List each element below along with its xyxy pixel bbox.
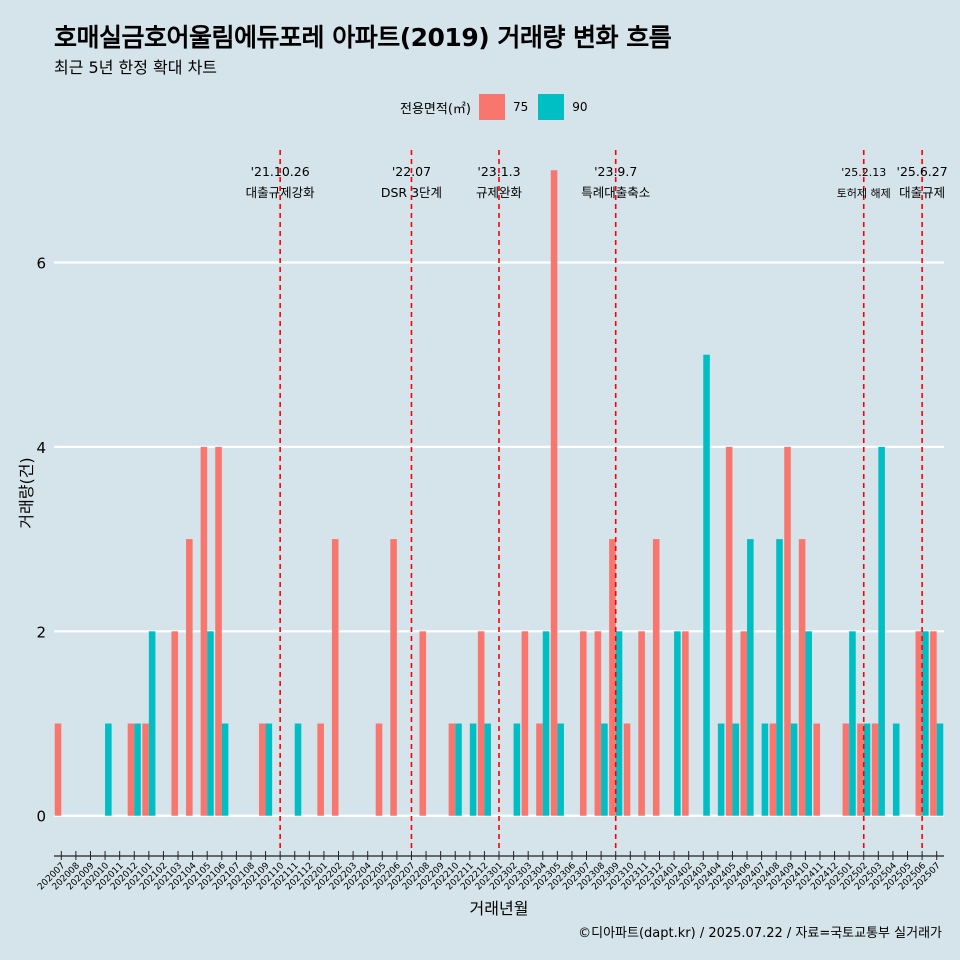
bar-90-202101 xyxy=(148,631,156,816)
event-date: '23.1.3 xyxy=(477,164,520,179)
bar-75-202405 xyxy=(725,446,733,816)
bar-75-202408 xyxy=(769,723,777,816)
event-date: '21.10.26 xyxy=(251,164,310,179)
bar-75-202506 xyxy=(915,631,923,816)
event-label: 대출규제 xyxy=(899,185,945,200)
bar-75-202202 xyxy=(331,539,339,816)
bar-90-202309 xyxy=(615,631,623,816)
bar-90-202010 xyxy=(105,723,112,816)
bar-75-202409 xyxy=(784,446,791,816)
event-label: 특례대출축소 xyxy=(581,185,650,200)
bar-90-202501 xyxy=(849,631,856,816)
bar-75-202303 xyxy=(521,631,529,816)
bar-75-202311 xyxy=(638,631,645,816)
bar-90-202305 xyxy=(557,723,564,816)
bar-75-202307 xyxy=(579,631,587,816)
bar-75-202101 xyxy=(142,723,149,816)
bar-75-202201 xyxy=(317,723,324,816)
bar-75-202308 xyxy=(594,631,602,816)
bar-75-202208 xyxy=(419,631,427,816)
event-label: 토허제 해제 xyxy=(837,186,891,200)
event-date: '22.07 xyxy=(392,164,431,179)
bar-90-202410 xyxy=(805,631,812,816)
event-label: 규제완화 xyxy=(476,185,523,200)
y-tick-label: 6 xyxy=(36,254,46,272)
event-date: '25.2.13 xyxy=(841,166,886,179)
bar-90-202401 xyxy=(674,631,681,816)
x-axis-title: 거래년월 xyxy=(470,899,529,918)
y-tick-label: 4 xyxy=(36,439,46,457)
bar-90-202506 xyxy=(922,631,929,816)
bar-90-202408 xyxy=(776,539,783,816)
bar-75-202501 xyxy=(842,723,850,816)
legend: 전용면적(㎡) 75 90 xyxy=(400,93,598,121)
bar-90-202404 xyxy=(717,723,725,816)
y-axis-title: 거래량(건) xyxy=(17,457,36,528)
bar-75-202210 xyxy=(448,723,456,816)
legend-label-90: 90 xyxy=(572,100,588,114)
bar-90-202405 xyxy=(732,723,740,816)
bar-75-202309 xyxy=(609,539,616,816)
bar-75-202507 xyxy=(930,631,937,816)
bar-75-202305 xyxy=(550,170,558,816)
bar-90-202308 xyxy=(601,723,608,816)
chart-subtitle: 최근 5년 한정 확대 차트 xyxy=(54,58,218,77)
bar-90-202105 xyxy=(207,631,214,816)
y-tick-label: 2 xyxy=(36,623,46,641)
bar-90-202407 xyxy=(761,723,769,816)
bar-75-202103 xyxy=(171,631,179,816)
bar-75-202206 xyxy=(390,539,397,816)
bar-90-202409 xyxy=(790,723,798,816)
legend-title: 전용면적(㎡) xyxy=(400,101,471,117)
legend-label-75: 75 xyxy=(512,100,529,114)
bar-90-202507 xyxy=(936,723,944,816)
event-label: DSR 3단계 xyxy=(381,185,442,200)
bar-90-202302 xyxy=(513,723,521,816)
bar-90-202502 xyxy=(863,723,871,816)
bar-75-202104 xyxy=(186,539,193,816)
bar-90-202504 xyxy=(892,723,900,816)
bar-75-202503 xyxy=(871,723,879,816)
bar-90-202106 xyxy=(221,723,229,816)
bar-90-202304 xyxy=(542,631,550,816)
bar-75-202304 xyxy=(536,723,543,816)
legend-swatch-75 xyxy=(478,94,505,120)
bar-75-202402 xyxy=(682,631,689,816)
bar-75-202106 xyxy=(215,446,222,816)
bar-75-202007 xyxy=(54,723,62,816)
bar-90-202012 xyxy=(134,723,141,816)
event-label: 대출규제강화 xyxy=(246,185,316,200)
bar-75-202312 xyxy=(652,539,660,816)
y-tick-label: 0 xyxy=(36,808,46,826)
bar-75-202410 xyxy=(798,539,806,816)
bar-90-202109 xyxy=(265,723,273,816)
event-date: '25.6.27 xyxy=(897,164,948,179)
bar-90-202111 xyxy=(294,723,302,816)
bar-75-202105 xyxy=(200,446,208,816)
legend-swatch-90 xyxy=(538,94,565,120)
bar-75-202411 xyxy=(813,723,820,816)
bar-75-202502 xyxy=(857,723,864,816)
chart-title: 호매실금호어울림에듀포레 아파트(2019) 거래량 변화 흐름 xyxy=(54,23,672,52)
bar-90-202406 xyxy=(747,539,754,816)
bar-75-202406 xyxy=(740,631,748,816)
source-caption: ©디아파트(dapt.kr) / 2025.07.22 / 자료=국토교통부 실… xyxy=(578,926,942,941)
bar-75-202310 xyxy=(623,723,631,816)
bar-75-202012 xyxy=(127,723,135,816)
event-date: '23.9.7 xyxy=(594,164,637,179)
bar-90-202210 xyxy=(455,723,462,816)
bar-75-202109 xyxy=(258,723,266,816)
bar-90-202211 xyxy=(469,723,477,816)
bar-75-202205 xyxy=(375,723,383,816)
bar-90-202503 xyxy=(878,446,885,816)
bar-90-202212 xyxy=(484,723,491,816)
bar-90-202403 xyxy=(703,354,710,816)
bar-75-202212 xyxy=(477,631,485,816)
